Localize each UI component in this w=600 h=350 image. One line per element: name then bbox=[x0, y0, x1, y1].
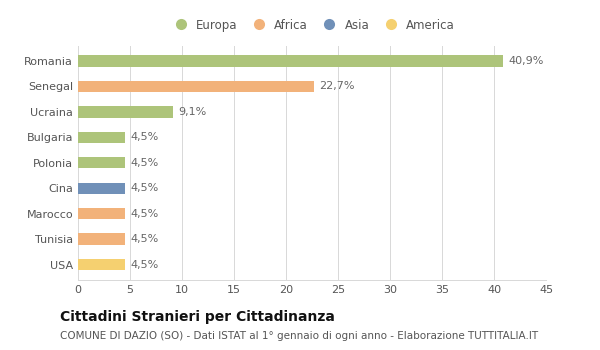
Text: COMUNE DI DAZIO (SO) - Dati ISTAT al 1° gennaio di ogni anno - Elaborazione TUTT: COMUNE DI DAZIO (SO) - Dati ISTAT al 1° … bbox=[60, 331, 538, 341]
Bar bbox=[78, 233, 125, 245]
Text: 22,7%: 22,7% bbox=[319, 81, 355, 91]
Bar bbox=[78, 132, 125, 143]
Text: 4,5%: 4,5% bbox=[130, 158, 158, 168]
Bar bbox=[78, 55, 503, 66]
Text: 4,5%: 4,5% bbox=[130, 234, 158, 244]
Bar bbox=[78, 182, 125, 194]
Bar bbox=[78, 259, 125, 271]
Text: 4,5%: 4,5% bbox=[130, 132, 158, 142]
Bar bbox=[78, 80, 314, 92]
Text: 9,1%: 9,1% bbox=[178, 107, 206, 117]
Legend: Europa, Africa, Asia, America: Europa, Africa, Asia, America bbox=[164, 14, 460, 36]
Text: Cittadini Stranieri per Cittadinanza: Cittadini Stranieri per Cittadinanza bbox=[60, 310, 335, 324]
Text: 40,9%: 40,9% bbox=[509, 56, 544, 66]
Bar bbox=[78, 106, 173, 118]
Text: 4,5%: 4,5% bbox=[130, 209, 158, 219]
Bar bbox=[78, 157, 125, 168]
Bar bbox=[78, 208, 125, 219]
Text: 4,5%: 4,5% bbox=[130, 183, 158, 193]
Text: 4,5%: 4,5% bbox=[130, 260, 158, 270]
